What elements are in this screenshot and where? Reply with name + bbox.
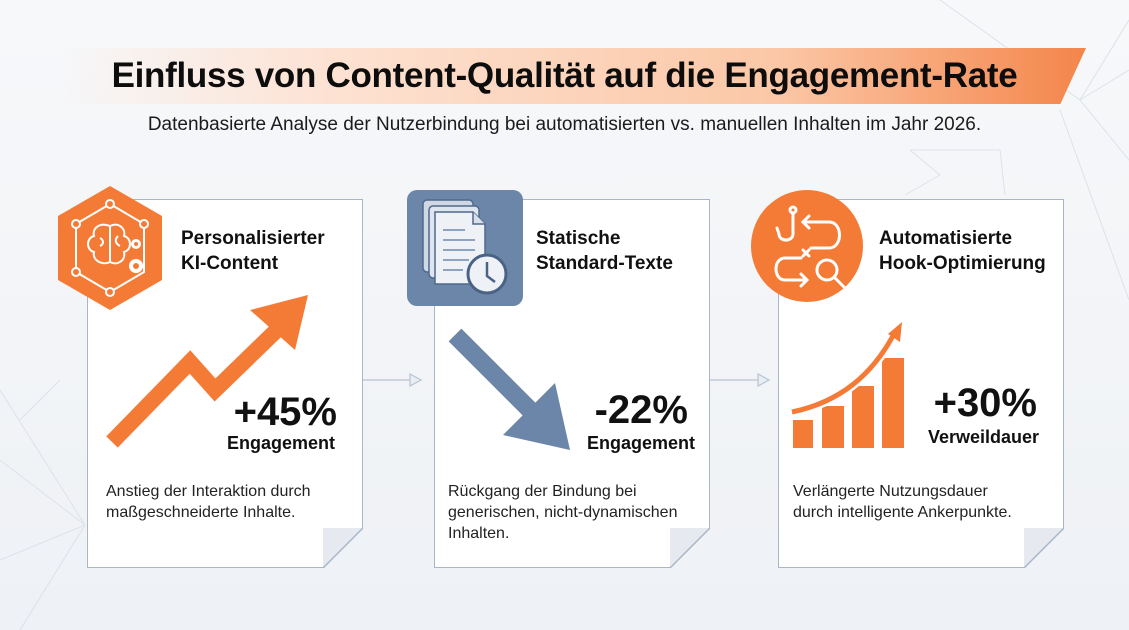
stat-value: +30%: [933, 381, 1037, 425]
page-fold-corner: [1024, 528, 1064, 568]
stat-value: +45%: [233, 390, 337, 434]
stat-metric-label: Engagement: [226, 433, 335, 453]
stacked-documents-clock-icon: [407, 190, 523, 306]
card-title: Automatisierte Hook-Optimierung: [879, 228, 1046, 274]
stat-metric-label: Verweildauer: [927, 427, 1039, 447]
brain-network-gears-icon: [56, 186, 164, 310]
bar-growth-arrow-graphic: [790, 322, 904, 448]
down-arrow-graphic: [448, 328, 570, 450]
card-description: Verlängerte Nutzungsdauer durch intellig…: [793, 483, 1012, 521]
card-description: Rückgang der Bindung bei generischen, ni…: [448, 483, 678, 542]
hook-loop-search-icon: [751, 190, 863, 302]
card-automated-hook-optimization: [778, 199, 1064, 568]
page-fold-corner: [323, 528, 363, 568]
page-fold-corner: [670, 528, 710, 568]
card-title: Personalisierter KI-Content: [181, 228, 325, 274]
page-title: Einfluss von Content-Qualität auf die En…: [111, 56, 1018, 95]
stat-value: -22%: [594, 388, 688, 432]
connector-arrow-2: [710, 372, 771, 388]
page-subtitle: Datenbasierte Analyse der Nutzerbindung …: [147, 114, 982, 135]
title-highlight-band: [62, 48, 1086, 104]
zigzag-up-arrow-graphic: [106, 295, 308, 448]
connector-arrow-1: [362, 372, 423, 388]
stat-metric-label: Engagement: [586, 433, 695, 453]
card-description: Anstieg der Interaktion durch maßgeschne…: [106, 483, 311, 521]
card-title: Statische Standard-Texte: [536, 228, 673, 274]
